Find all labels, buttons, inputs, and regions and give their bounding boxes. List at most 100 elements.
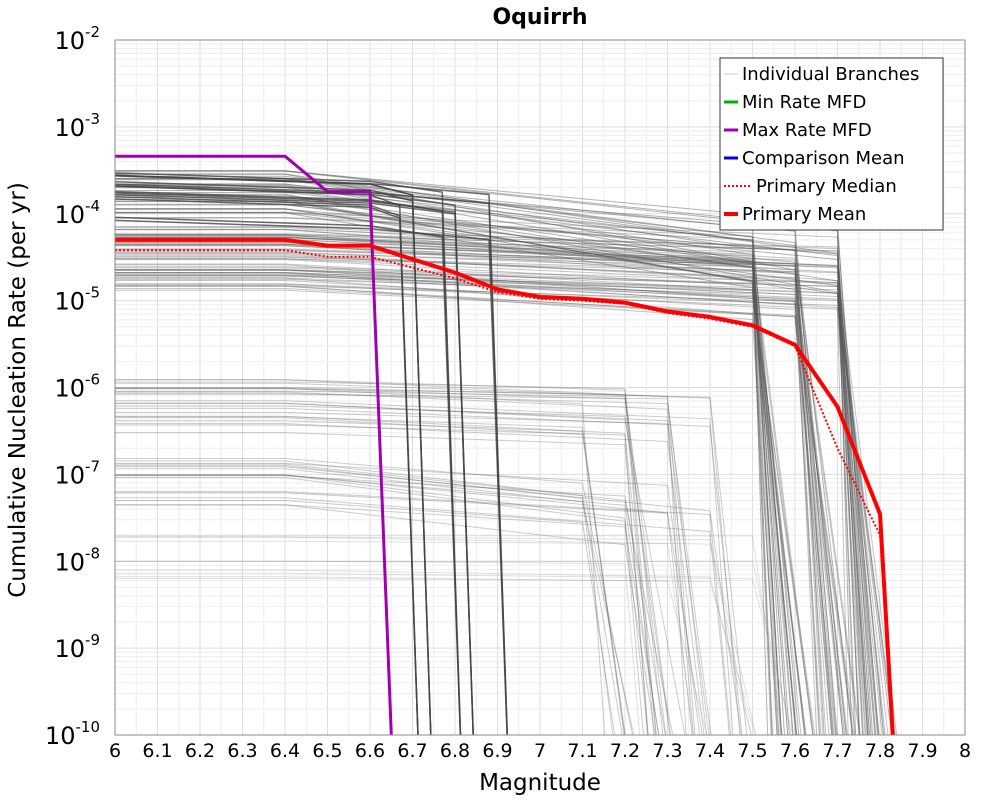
branch-curve bbox=[115, 500, 616, 735]
branch-curve bbox=[115, 540, 695, 735]
branch-curve bbox=[115, 474, 649, 735]
legend-box bbox=[719, 57, 944, 231]
x-tick-label: 6.9 bbox=[482, 740, 512, 762]
branch-curve bbox=[115, 381, 664, 735]
branch-curve bbox=[115, 387, 606, 735]
x-tick-label: 7.8 bbox=[865, 740, 895, 762]
y-tick-label: 10-5 bbox=[54, 284, 100, 316]
legend-label: Max Rate MFD bbox=[742, 120, 872, 141]
x-tick-label: 6.1 bbox=[142, 740, 172, 762]
x-tick-label: 7.1 bbox=[567, 740, 597, 762]
branch-curve bbox=[115, 477, 644, 735]
branch-curve bbox=[115, 407, 743, 735]
y-tick-label: 10-7 bbox=[54, 457, 100, 489]
branch-curve bbox=[115, 536, 757, 735]
branch-curve bbox=[115, 244, 860, 735]
branch-curve bbox=[115, 277, 807, 735]
legend-label: Individual Branches bbox=[742, 64, 919, 85]
branch-curve bbox=[115, 236, 802, 735]
branch-curve bbox=[115, 193, 886, 735]
y-tick-label: 10-4 bbox=[54, 197, 100, 229]
branch-curve bbox=[115, 387, 748, 735]
branch-curve bbox=[115, 192, 474, 735]
legend-label: Primary Median bbox=[756, 176, 897, 197]
branch-curve bbox=[115, 253, 798, 735]
branch-curve bbox=[115, 285, 830, 735]
branch-curve bbox=[115, 560, 641, 735]
branch-curve bbox=[115, 259, 772, 735]
plot-frame bbox=[114, 39, 966, 736]
branch-curve bbox=[115, 465, 614, 735]
branch-curve bbox=[115, 393, 708, 735]
y-tick-label: 10-3 bbox=[54, 110, 100, 142]
branch-curve bbox=[115, 392, 712, 735]
branch-curve bbox=[115, 234, 821, 735]
branch-curve bbox=[115, 245, 827, 735]
branch-curve bbox=[115, 264, 844, 735]
branch-curve bbox=[115, 258, 818, 735]
branch-curve bbox=[115, 235, 797, 735]
branch-curve bbox=[115, 245, 794, 735]
y-tick-label: 10-8 bbox=[54, 544, 100, 576]
branch-curve bbox=[115, 208, 892, 735]
branch-curve bbox=[115, 536, 752, 735]
x-tick-label: 6.4 bbox=[270, 740, 300, 762]
legend-label: Comparison Mean bbox=[742, 148, 905, 169]
branch-curve bbox=[115, 243, 898, 735]
branch-curve bbox=[115, 248, 855, 735]
x-tick-label: 7.9 bbox=[907, 740, 937, 762]
branch-curve bbox=[115, 180, 432, 735]
branch-curve bbox=[115, 475, 666, 735]
branch-curve bbox=[115, 195, 419, 735]
branch-curve bbox=[115, 212, 806, 735]
branch-curve bbox=[115, 474, 693, 735]
branch-curve bbox=[115, 234, 864, 735]
branch-curve bbox=[115, 252, 797, 735]
branch-curve bbox=[115, 269, 867, 735]
branch-curve bbox=[115, 283, 896, 735]
branch-curve bbox=[115, 424, 649, 735]
series-primary-mean bbox=[115, 237, 895, 735]
legend: Individual Branches Min Rate MFD Max Rate … bbox=[719, 57, 944, 231]
x-tick-label: 7.2 bbox=[610, 740, 640, 762]
y-tick-label: 10-6 bbox=[54, 371, 100, 403]
branch-curve bbox=[115, 420, 625, 735]
branch-curve bbox=[115, 460, 623, 735]
chart-title: Oquirrh bbox=[492, 5, 587, 30]
branch-curve bbox=[115, 492, 703, 735]
branch-curve bbox=[115, 463, 674, 735]
x-tick-labels: 6 6.1 6.2 6.3 6.4 6.5 6.6 6.7 6.8 6.9 7 7.1 7.2 7.3 7.… bbox=[109, 740, 971, 762]
series-primary-median bbox=[115, 249, 894, 735]
y-tick-label: 10-10 bbox=[45, 718, 100, 750]
branch-curve bbox=[115, 199, 846, 735]
x-tick-label: 7.3 bbox=[652, 740, 682, 762]
branch-curve bbox=[115, 280, 822, 735]
branch-curve bbox=[115, 170, 837, 735]
branch-curve bbox=[115, 289, 833, 735]
branch-curve bbox=[115, 249, 870, 735]
x-tick-label: 7.7 bbox=[822, 740, 852, 762]
branch-curve bbox=[115, 416, 626, 735]
branch-curve bbox=[115, 237, 861, 735]
branch-curve bbox=[115, 277, 868, 735]
branch-curve bbox=[115, 275, 883, 735]
branch-curve bbox=[115, 474, 659, 735]
branch-curve bbox=[115, 254, 866, 735]
x-axis-label: Magnitude bbox=[479, 770, 601, 796]
branch-curve bbox=[115, 228, 861, 735]
summary-series bbox=[115, 154, 895, 735]
branch-curve bbox=[115, 269, 895, 735]
x-tick-label: 7.4 bbox=[695, 740, 725, 762]
branch-curve bbox=[115, 569, 752, 735]
branch-curve bbox=[115, 466, 742, 735]
branch-curve bbox=[115, 211, 864, 735]
branch-curve bbox=[115, 417, 626, 735]
branch-curve bbox=[115, 458, 633, 735]
branch-curve bbox=[115, 266, 876, 735]
branch-curve bbox=[115, 269, 876, 735]
branch-curve bbox=[115, 204, 880, 735]
x-tick-label: 6.8 bbox=[440, 740, 470, 762]
branch-curve bbox=[115, 388, 671, 735]
branch-curve bbox=[115, 234, 885, 735]
branch-curve bbox=[115, 233, 872, 735]
